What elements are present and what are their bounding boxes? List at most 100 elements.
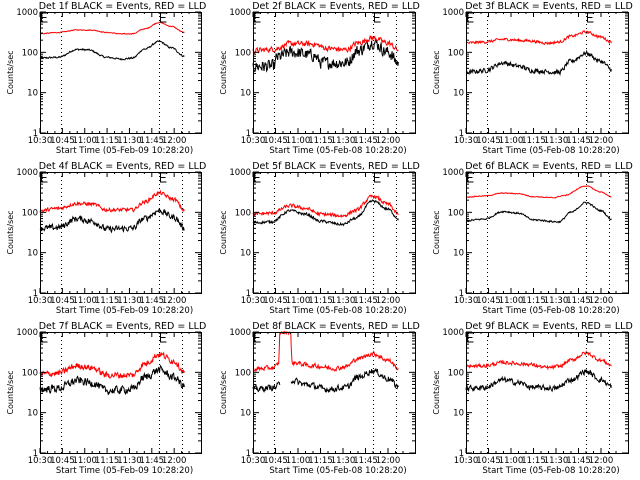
- x-tick-label: 11:15: [95, 296, 120, 306]
- y-tick-label: 100: [448, 48, 464, 58]
- chart-title: Det 8f BLACK = Events, RED = LLD: [252, 321, 420, 332]
- x-tick-label: 12:00: [162, 136, 187, 146]
- e-marker-glyph: [587, 332, 594, 343]
- x-tick-label: 11:30: [544, 456, 569, 466]
- chart-title: Det 5f BLACK = Events, RED = LLD: [252, 161, 420, 172]
- series-line-lld: [39, 189, 185, 213]
- e-marker-glyph: [587, 172, 594, 183]
- e-marker-glyph: [374, 172, 381, 183]
- x-tick-label: 12:00: [376, 456, 401, 466]
- x-tick-label: 11:30: [544, 136, 569, 146]
- x-tick-label: 10:45: [476, 296, 501, 306]
- series-line-lld: [465, 29, 612, 46]
- x-axis-label: Start Time (05-Feb-08 10:28:20): [269, 146, 406, 156]
- y-tick-label: 10: [27, 89, 38, 99]
- y-axis-label: Counts/sec: [6, 210, 15, 254]
- x-tick-label: 11:15: [521, 456, 546, 466]
- y-tick-label: 1000: [442, 8, 464, 18]
- plot-frame: [253, 12, 416, 134]
- x-tick-label: 11:30: [331, 456, 356, 466]
- y-tick-label: 1: [33, 289, 38, 299]
- x-tick-label: 10:45: [476, 136, 501, 146]
- y-tick-label: 10: [453, 249, 464, 259]
- y-tick-label: 10: [240, 409, 251, 419]
- e-marker-glyph: [160, 12, 167, 23]
- plot-frame: [40, 12, 202, 134]
- y-axis-label: Counts/sec: [6, 370, 15, 414]
- x-tick-label: 11:30: [331, 296, 356, 306]
- chart-title: Det 3f BLACK = Events, RED = LLD: [465, 1, 633, 12]
- x-tick-label: 10:45: [50, 296, 75, 306]
- y-tick-label: 10: [240, 89, 251, 99]
- panel-det-4f: Det 4f BLACK = Events, RED = LLD 1 10 100 10…: [6, 161, 206, 316]
- x-tick-label: 10:30: [454, 456, 479, 466]
- y-axis-label: Counts/sec: [6, 50, 15, 94]
- y-tick-label: 1: [459, 449, 464, 459]
- x-tick-label: 11:45: [353, 136, 378, 146]
- plot-frame: [253, 172, 416, 294]
- y-tick-label: 1000: [442, 168, 464, 178]
- y-tick-label: 1000: [229, 168, 251, 178]
- x-axis-label: Start Time (05-Feb-08 10:28:20): [269, 306, 406, 316]
- x-tick-label: 11:15: [308, 456, 333, 466]
- y-tick-label: 100: [235, 48, 251, 58]
- chart-title: Det 2f BLACK = Events, RED = LLD: [252, 1, 420, 12]
- y-axis-label: Counts/sec: [219, 210, 228, 254]
- x-tick-label: 10:30: [28, 296, 53, 306]
- e-marker: [160, 12, 167, 23]
- x-tick-label: 11:00: [286, 456, 311, 466]
- y-tick-label: 10: [27, 249, 38, 259]
- y-tick-label: 1000: [442, 328, 464, 338]
- series-line-events: [465, 201, 612, 224]
- x-tick-label: 11:30: [544, 296, 569, 306]
- panel-det-2f: Det 2f BLACK = Events, RED = LLD 1 10 100 10…: [219, 1, 420, 156]
- series-line-events: [39, 364, 185, 396]
- series-line-lld: [465, 185, 612, 199]
- x-tick-label: 11:30: [117, 136, 142, 146]
- panel-det-1f: Det 1f BLACK = Events, RED = LLD 1 10 100 10…: [6, 1, 206, 156]
- plot-frame: [40, 172, 202, 294]
- y-tick-label: 1000: [229, 328, 251, 338]
- e-marker: [587, 172, 594, 183]
- e-marker: [160, 172, 167, 183]
- x-tick-label: 10:45: [263, 456, 288, 466]
- y-tick-label: 10: [240, 249, 251, 259]
- chart-title: Det 4f BLACK = Events, RED = LLD: [39, 161, 207, 172]
- panel-det-9f: Det 9f BLACK = Events, RED = LLD 1 10 100 10…: [432, 321, 633, 476]
- x-tick-label: 11:30: [117, 456, 142, 466]
- x-tick-label: 10:45: [263, 136, 288, 146]
- series-line-events: [252, 381, 281, 393]
- x-axis-label: Start Time (05-Feb-08 10:28:20): [482, 146, 619, 156]
- x-tick-label: 11:00: [72, 456, 97, 466]
- y-axis-label: Counts/sec: [432, 370, 441, 414]
- x-axis-label: Start Time (05-Feb-09 10:28:20): [56, 146, 193, 156]
- y-tick-label: 10: [27, 409, 38, 419]
- x-tick-label: 12:00: [589, 136, 614, 146]
- x-tick-label: 12:00: [376, 136, 401, 146]
- x-tick-label: 11:15: [95, 136, 120, 146]
- e-marker-glyph: [160, 332, 167, 343]
- chart-title: Det 9f BLACK = Events, RED = LLD: [465, 321, 633, 332]
- x-tick-label: 11:00: [72, 136, 97, 146]
- chart-title: Det 6f BLACK = Events, RED = LLD: [465, 161, 633, 172]
- series-line-lld: [252, 35, 399, 55]
- y-tick-label: 1000: [16, 328, 38, 338]
- y-tick-label: 100: [22, 368, 38, 378]
- series-line-lld: [39, 351, 185, 380]
- y-axis-label: Counts/sec: [432, 50, 441, 94]
- x-tick-label: 11:15: [521, 136, 546, 146]
- series-line-events: [290, 368, 399, 394]
- e-marker-glyph: [587, 12, 594, 23]
- series-line-lld: [252, 194, 399, 219]
- y-tick-label: 1: [246, 129, 251, 139]
- plot-frame: [40, 332, 202, 454]
- x-tick-label: 11:15: [308, 296, 333, 306]
- chart-title: Det 7f BLACK = Events, RED = LLD: [39, 321, 207, 332]
- series-line-lld: [465, 350, 612, 371]
- x-tick-label: 10:30: [454, 136, 479, 146]
- plot-frame: [466, 12, 629, 134]
- chart-title: Det 1f BLACK = Events, RED = LLD: [39, 1, 207, 12]
- x-tick-label: 10:45: [50, 136, 75, 146]
- e-marker-glyph: [374, 332, 381, 343]
- x-tick-label: 11:15: [308, 136, 333, 146]
